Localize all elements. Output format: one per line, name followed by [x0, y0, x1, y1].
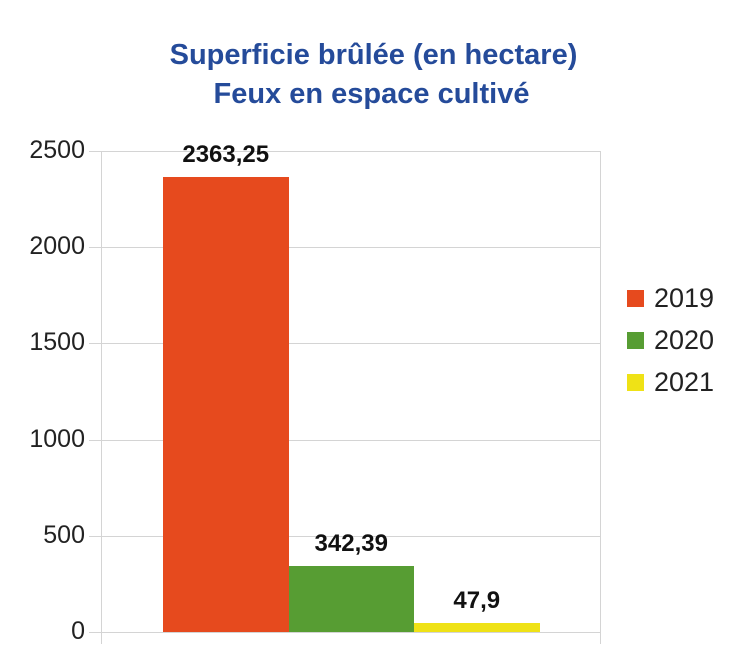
plot-area: 2363,25 342,39 47,9 — [89, 141, 601, 644]
y-axis-line — [101, 151, 102, 644]
gridline — [89, 535, 601, 537]
bar-2019 — [163, 177, 289, 632]
chart-title: Superficie brûlée (en hectare) — [169, 39, 578, 71]
y-tick-label: 500 — [43, 520, 85, 549]
y-tick-label: 0 — [71, 617, 85, 645]
y-tick-label: 2500 — [29, 136, 85, 164]
legend-label: 2021 — [654, 366, 715, 397]
legend: 2019 2020 2021 — [627, 277, 714, 403]
gridline — [89, 632, 601, 633]
legend-item-2020: 2020 — [627, 319, 714, 361]
legend-swatch — [627, 373, 644, 391]
legend-label: 2020 — [654, 324, 715, 355]
legend-item-2019: 2019 — [627, 277, 714, 319]
y-tick-label: 1000 — [29, 424, 85, 453]
legend-swatch — [627, 331, 644, 349]
legend-label: 2019 — [654, 282, 715, 313]
bar-2020 — [288, 566, 414, 632]
bar-2021 — [414, 622, 540, 632]
gridline — [89, 247, 601, 249]
gridline — [89, 343, 601, 345]
y-tick-label: 2000 — [29, 232, 85, 261]
y-tick-label: 1500 — [29, 328, 85, 357]
data-label-2020: 342,39 — [314, 530, 388, 558]
data-label-2019: 2363,25 — [182, 141, 270, 169]
legend-swatch — [627, 289, 644, 307]
plot-right-border — [600, 151, 601, 644]
legend-item-2021: 2021 — [627, 361, 714, 403]
chart-subtitle: Feux en espace cultivé — [213, 78, 530, 110]
data-label-2021: 47,9 — [453, 586, 501, 614]
gridline — [89, 439, 601, 441]
gridline — [89, 151, 601, 152]
